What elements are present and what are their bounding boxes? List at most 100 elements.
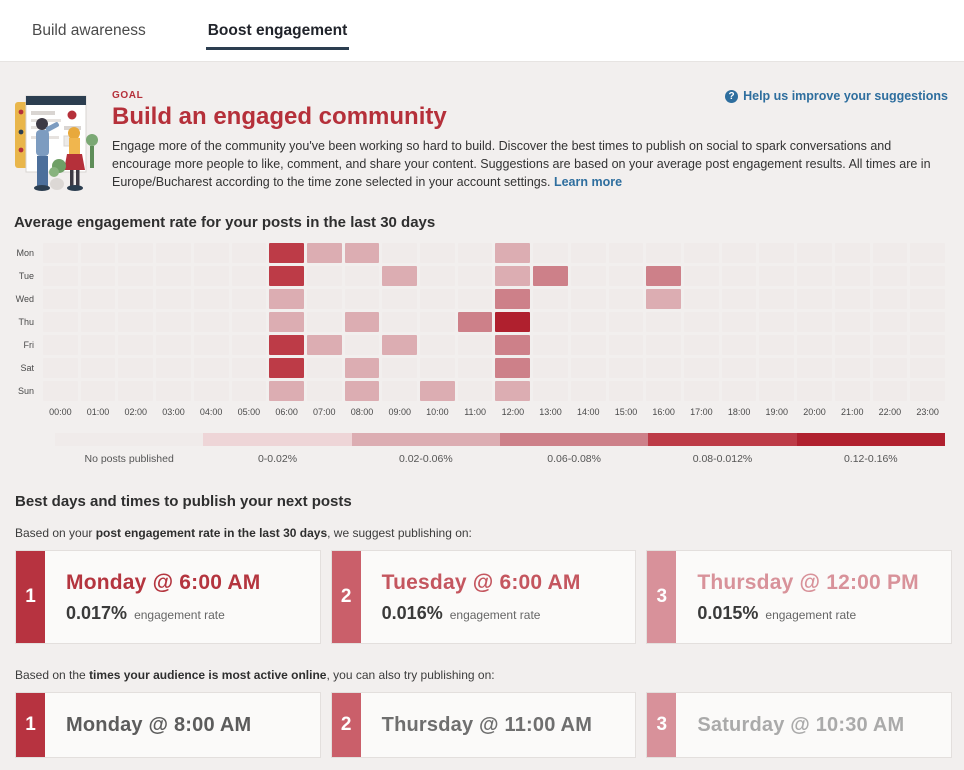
heatmap-cell[interactable]	[608, 381, 644, 401]
heatmap-cell[interactable]	[646, 312, 682, 332]
heatmap-cell[interactable]	[306, 335, 342, 355]
heatmap-cell[interactable]	[382, 381, 418, 401]
tab-boost-engagement[interactable]: Boost engagement	[205, 16, 350, 50]
heatmap-cell[interactable]	[797, 358, 832, 378]
heatmap-cell[interactable]	[231, 243, 267, 263]
heatmap-cell[interactable]	[231, 358, 267, 378]
heatmap-cell[interactable]	[420, 381, 455, 401]
heatmap-cell[interactable]	[910, 243, 945, 263]
audience-card-1[interactable]: 1 Monday @ 8:00 AM	[15, 692, 321, 758]
heatmap-cell[interactable]	[80, 358, 116, 378]
heatmap-cell[interactable]	[306, 358, 342, 378]
heatmap-cell[interactable]	[420, 243, 455, 263]
heatmap-cell[interactable]	[306, 243, 342, 263]
heatmap-cell[interactable]	[382, 358, 418, 378]
heatmap-cell[interactable]	[457, 335, 493, 355]
heatmap-cell[interactable]	[759, 289, 795, 309]
heatmap-cell[interactable]	[193, 312, 229, 332]
heatmap-cell[interactable]	[156, 381, 191, 401]
heatmap-cell[interactable]	[872, 335, 908, 355]
heatmap-cell[interactable]	[684, 381, 719, 401]
heatmap-cell[interactable]	[872, 358, 908, 378]
help-improve-link[interactable]: ? Help us improve your suggestions	[725, 89, 948, 103]
heatmap-cell[interactable]	[759, 358, 795, 378]
heatmap-cell[interactable]	[80, 289, 116, 309]
heatmap-cell[interactable]	[533, 312, 568, 332]
heatmap-cell[interactable]	[382, 243, 418, 263]
heatmap-cell[interactable]	[570, 243, 606, 263]
heatmap-cell[interactable]	[608, 243, 644, 263]
heatmap-cell[interactable]	[721, 358, 757, 378]
heatmap-cell[interactable]	[269, 243, 304, 263]
heatmap-cell[interactable]	[344, 312, 380, 332]
engagement-card-3[interactable]: 3 Thursday @ 12:00 PM 0.015% engagement …	[646, 550, 952, 644]
heatmap-cell[interactable]	[684, 243, 719, 263]
heatmap-cell[interactable]	[231, 312, 267, 332]
heatmap-cell[interactable]	[231, 289, 267, 309]
heatmap-cell[interactable]	[834, 312, 870, 332]
heatmap-cell[interactable]	[797, 289, 832, 309]
heatmap-cell[interactable]	[684, 335, 719, 355]
heatmap-cell[interactable]	[759, 266, 795, 286]
heatmap-cell[interactable]	[759, 381, 795, 401]
heatmap-cell[interactable]	[684, 266, 719, 286]
heatmap-cell[interactable]	[344, 266, 380, 286]
heatmap-cell[interactable]	[872, 381, 908, 401]
heatmap-cell[interactable]	[684, 312, 719, 332]
heatmap-cell[interactable]	[495, 358, 531, 378]
heatmap-cell[interactable]	[344, 289, 380, 309]
heatmap-cell[interactable]	[570, 312, 606, 332]
heatmap-cell[interactable]	[344, 243, 380, 263]
heatmap-cell[interactable]	[306, 381, 342, 401]
heatmap-cell[interactable]	[608, 266, 644, 286]
heatmap-cell[interactable]	[382, 266, 418, 286]
heatmap-cell[interactable]	[43, 335, 78, 355]
heatmap-cell[interactable]	[834, 358, 870, 378]
heatmap-cell[interactable]	[382, 312, 418, 332]
heatmap-cell[interactable]	[80, 335, 116, 355]
heatmap-cell[interactable]	[118, 381, 154, 401]
heatmap-cell[interactable]	[797, 312, 832, 332]
heatmap-cell[interactable]	[457, 312, 493, 332]
heatmap-cell[interactable]	[797, 243, 832, 263]
heatmap-cell[interactable]	[193, 358, 229, 378]
heatmap-cell[interactable]	[646, 289, 682, 309]
heatmap-cell[interactable]	[118, 312, 154, 332]
heatmap-cell[interactable]	[797, 335, 832, 355]
heatmap-cell[interactable]	[306, 266, 342, 286]
heatmap-cell[interactable]	[910, 289, 945, 309]
heatmap-cell[interactable]	[43, 381, 78, 401]
engagement-card-1[interactable]: 1 Monday @ 6:00 AM 0.017% engagement rat…	[15, 550, 321, 644]
heatmap-cell[interactable]	[533, 243, 568, 263]
heatmap-cell[interactable]	[797, 266, 832, 286]
heatmap-cell[interactable]	[646, 335, 682, 355]
heatmap-cell[interactable]	[570, 289, 606, 309]
heatmap-cell[interactable]	[721, 243, 757, 263]
heatmap-cell[interactable]	[495, 335, 531, 355]
heatmap-cell[interactable]	[797, 381, 832, 401]
heatmap-cell[interactable]	[382, 335, 418, 355]
heatmap-cell[interactable]	[910, 266, 945, 286]
heatmap-cell[interactable]	[570, 266, 606, 286]
heatmap-cell[interactable]	[156, 358, 191, 378]
heatmap-cell[interactable]	[646, 358, 682, 378]
heatmap-cell[interactable]	[533, 289, 568, 309]
heatmap-cell[interactable]	[231, 381, 267, 401]
heatmap-cell[interactable]	[834, 381, 870, 401]
heatmap-cell[interactable]	[910, 358, 945, 378]
heatmap-cell[interactable]	[570, 358, 606, 378]
heatmap-cell[interactable]	[344, 335, 380, 355]
heatmap-cell[interactable]	[420, 312, 455, 332]
heatmap-cell[interactable]	[759, 335, 795, 355]
heatmap-cell[interactable]	[43, 266, 78, 286]
heatmap-cell[interactable]	[872, 289, 908, 309]
heatmap-cell[interactable]	[495, 289, 531, 309]
heatmap-cell[interactable]	[721, 312, 757, 332]
heatmap-cell[interactable]	[872, 312, 908, 332]
heatmap-cell[interactable]	[721, 289, 757, 309]
heatmap-cell[interactable]	[834, 289, 870, 309]
heatmap-cell[interactable]	[608, 312, 644, 332]
heatmap-cell[interactable]	[570, 381, 606, 401]
heatmap-cell[interactable]	[646, 266, 682, 286]
heatmap-cell[interactable]	[118, 335, 154, 355]
